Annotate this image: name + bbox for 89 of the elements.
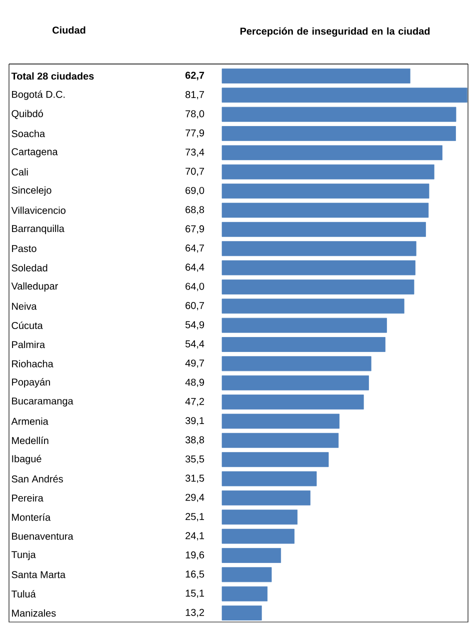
data-label: 19,6 xyxy=(186,551,204,560)
bar xyxy=(222,490,310,506)
data-label: 47,2 xyxy=(185,398,204,406)
data-label: 70,7 xyxy=(185,168,204,176)
y-tick-label: Popayán xyxy=(12,378,50,388)
bar xyxy=(222,202,428,218)
y-tick-label: Total 28 ciudades xyxy=(11,72,94,80)
data-label: 16,5 xyxy=(186,570,204,579)
bar xyxy=(222,606,262,620)
y-tick-label: Soledad xyxy=(12,264,48,272)
y-tick-label: San Andrés xyxy=(12,475,63,482)
bar xyxy=(222,126,456,141)
bar xyxy=(222,452,329,468)
bar xyxy=(222,586,268,602)
data-label: 54,4 xyxy=(185,340,204,349)
bar xyxy=(222,337,386,352)
bar xyxy=(222,375,369,390)
y-tick-label: Valledupar xyxy=(11,282,58,292)
data-label: 49,7 xyxy=(185,360,204,368)
bar xyxy=(222,241,416,256)
y-tick-label: Barranquilla xyxy=(12,224,64,234)
data-label: 54,9 xyxy=(185,321,204,330)
bar xyxy=(222,471,317,486)
y-tick-label: Cali xyxy=(12,168,28,176)
bar xyxy=(222,280,414,294)
bar xyxy=(222,145,442,160)
bar xyxy=(222,432,338,448)
y-tick-label: Palmira xyxy=(12,340,45,348)
data-label: 69,0 xyxy=(185,186,204,196)
chart-title: Percepción de inseguridad en la ciudad xyxy=(240,27,430,37)
bar xyxy=(222,222,426,237)
y-tick-label: Quibdó xyxy=(12,110,43,119)
y-tick-label: Cartagena xyxy=(12,148,58,158)
y-tick-label: Bucaramanga xyxy=(12,398,74,406)
bar xyxy=(222,356,372,372)
y-tick-label: Neiva xyxy=(12,302,37,310)
data-label: 24,1 xyxy=(185,532,204,540)
bar xyxy=(222,298,404,314)
data-label: 67,9 xyxy=(185,225,204,234)
data-label: 60,7 xyxy=(185,302,204,310)
y-tick-label: Tuluá xyxy=(11,590,36,598)
data-label: 39,1 xyxy=(185,417,204,426)
y-tick-label: Montería xyxy=(12,513,50,521)
y-tick-label: Buenaventura xyxy=(12,532,74,540)
data-label: 48,9 xyxy=(185,378,204,387)
data-label: 13,2 xyxy=(186,608,204,618)
data-label: 31,5 xyxy=(185,474,204,483)
y-tick-label: Cúcuta xyxy=(12,322,43,330)
data-label: 25,1 xyxy=(185,513,204,522)
y-tick-label: Pereira xyxy=(12,494,44,502)
bar xyxy=(222,68,410,84)
data-label: 29,4 xyxy=(185,494,204,502)
bar xyxy=(222,88,468,103)
bar xyxy=(222,106,456,122)
bar xyxy=(222,567,272,582)
y-tick-label: Armenia xyxy=(11,418,48,425)
y-tick-label: Manizales xyxy=(12,609,56,617)
data-label: 81,7 xyxy=(185,91,204,100)
y-tick-label: Bogotá D.C. xyxy=(12,90,64,100)
data-label: 64,7 xyxy=(185,244,204,253)
data-label: 77,9 xyxy=(185,129,204,138)
y-tick-label: Medellín xyxy=(12,436,48,444)
y-tick-label: Santa Marta xyxy=(12,571,66,578)
data-label: 68,8 xyxy=(185,206,204,214)
y-tick-label: Riohacha xyxy=(12,360,54,368)
y-tick-label: Sincelejo xyxy=(12,186,52,196)
bar xyxy=(222,548,281,563)
y-tick-label: Ibagué xyxy=(12,454,42,464)
bar xyxy=(222,510,298,525)
y-tick-label: Villavicencio xyxy=(11,206,66,214)
data-label: 78,0 xyxy=(185,110,204,118)
y-tick-label: Tunja xyxy=(11,550,36,560)
data-label: 64,0 xyxy=(185,282,204,292)
y-tick-label: Soacha xyxy=(12,130,45,138)
data-label: 64,4 xyxy=(185,264,204,272)
data-label: 73,4 xyxy=(185,148,204,157)
bar xyxy=(222,414,340,429)
data-label: 62,7 xyxy=(185,72,204,80)
y-axis-title: Ciudad xyxy=(52,26,86,34)
bar xyxy=(222,184,430,199)
data-label: 35,5 xyxy=(185,455,204,464)
bar xyxy=(222,260,416,276)
bar xyxy=(222,164,434,180)
y-tick-label: Pasto xyxy=(12,245,36,252)
bar xyxy=(222,528,294,544)
bar xyxy=(222,318,387,333)
data-label: 15,1 xyxy=(186,590,204,598)
bar xyxy=(222,394,364,410)
data-label: 38,8 xyxy=(185,436,204,445)
